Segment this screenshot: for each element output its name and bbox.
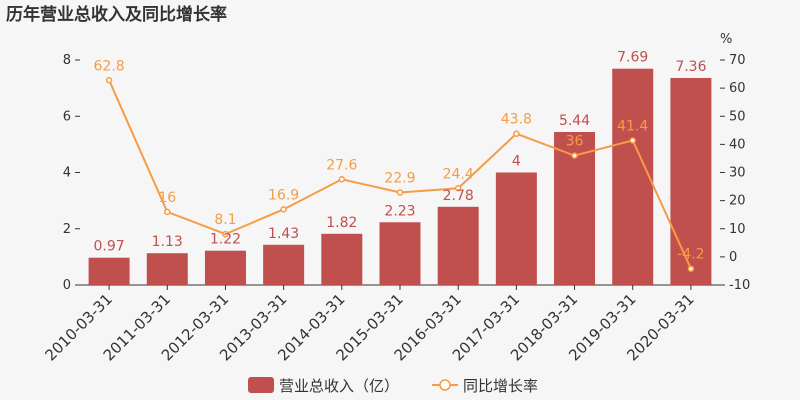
bar (612, 68, 654, 285)
y-right-tick-label: 10 (729, 222, 746, 237)
bar-data-label: 7.69 (617, 50, 648, 66)
line-point (338, 176, 346, 183)
legend-line-marker (439, 379, 451, 391)
line-point (105, 77, 113, 84)
bar (437, 206, 479, 285)
y-left-tick-label: 4 (63, 166, 71, 181)
bar (670, 78, 712, 285)
bar (204, 250, 246, 285)
y-left-tick-label: 2 (63, 222, 71, 237)
bar (321, 233, 363, 285)
line-point (629, 137, 636, 144)
line-data-label: 43.8 (501, 112, 532, 128)
bar-data-label: 1.13 (152, 234, 183, 250)
line-data-label: 41.4 (617, 118, 648, 134)
bar-series (88, 68, 712, 285)
bar-data-label: 2.23 (384, 203, 415, 219)
y-right-tick-label: 30 (729, 166, 746, 181)
line-data-label: 16 (158, 190, 176, 206)
bar (146, 253, 188, 285)
chart-title: 历年营业总收入及同比增长率 (6, 4, 227, 25)
bar (263, 244, 305, 285)
bar (88, 257, 130, 285)
line-point (687, 265, 695, 272)
bar-data-label: 5.44 (559, 113, 590, 129)
line-series (105, 77, 695, 272)
line-point (396, 189, 404, 196)
bar-data-label: 1.82 (326, 215, 357, 231)
line-point (571, 152, 578, 159)
bar-data-label: 2.78 (443, 188, 474, 204)
bar-data-label: 7.36 (675, 59, 706, 75)
line-data-label: 24.4 (443, 166, 474, 182)
y-right-tick-label: 50 (729, 109, 746, 124)
line-point (280, 206, 287, 213)
y-right-tick-label: 0 (729, 250, 737, 265)
data-labels: 0.97 1.13 1.22 1.43 1.82 2.23 2.78 4 5.44 7.69 7.3… (94, 50, 707, 263)
y-left-tick-label: 0 (63, 278, 71, 293)
legend-line-label: 同比增长率 (463, 377, 538, 395)
y-left-tick-label: 6 (63, 109, 71, 124)
line-data-label: -4.2 (677, 247, 704, 263)
bar-data-label: 0.97 (94, 239, 125, 255)
legend-bar-label: 营业总收入（亿） (279, 377, 399, 395)
bar (379, 222, 421, 285)
line-point (454, 185, 462, 192)
line-data-label: 16.9 (268, 187, 299, 203)
y-right-tick-label: 60 (729, 81, 746, 96)
line-data-label: 62.8 (94, 58, 125, 74)
line-data-label: 8.1 (214, 212, 236, 228)
line-point (164, 208, 171, 216)
bar-data-label: 4 (512, 154, 521, 170)
y-left-tick-label: 8 (63, 53, 71, 68)
y-right-tick-label: 20 (729, 194, 746, 209)
line-data-label: 27.6 (326, 157, 357, 173)
bar (495, 172, 537, 285)
legend-bar-swatch (248, 377, 274, 393)
line-point (513, 130, 520, 137)
y-right-tick-label: 70 (729, 53, 746, 68)
legend[interactable]: 营业总收入（亿） 同比增长率 (248, 377, 538, 395)
y-right-unit: % (720, 32, 732, 47)
line-data-label: 22.9 (384, 170, 415, 186)
y-right-tick-label: -10 (729, 278, 750, 293)
line-point (222, 230, 229, 238)
bar-data-label: 1.43 (268, 226, 299, 242)
y-right-tick-label: 40 (729, 137, 746, 152)
bar-data-label: 1.22 (210, 232, 241, 248)
line-data-label: 36 (566, 134, 584, 150)
